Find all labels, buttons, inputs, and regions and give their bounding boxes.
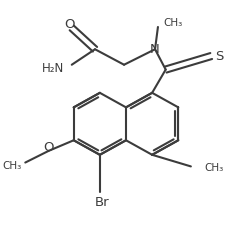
Text: CH₃: CH₃ <box>2 161 21 171</box>
Text: O: O <box>43 141 54 154</box>
Text: O: O <box>64 17 75 31</box>
Text: S: S <box>215 50 223 63</box>
Text: N: N <box>150 43 160 56</box>
Text: H₂N: H₂N <box>42 62 64 75</box>
Text: CH₃: CH₃ <box>204 163 224 173</box>
Text: Br: Br <box>94 196 109 209</box>
Text: CH₃: CH₃ <box>164 18 183 28</box>
